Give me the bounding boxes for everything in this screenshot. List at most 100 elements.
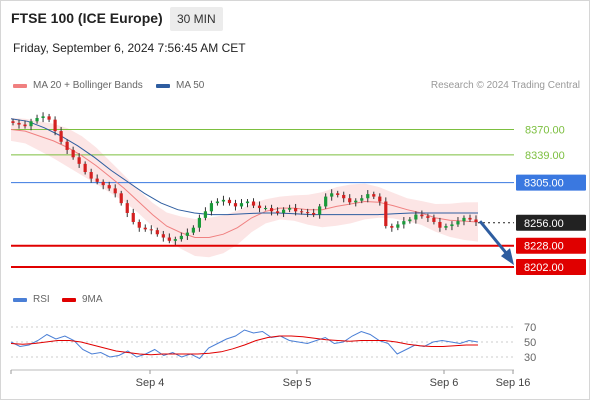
legend-ma20-label: MA 20 + Bollinger Bands (33, 80, 143, 91)
candle-body (354, 200, 358, 203)
candle-body (113, 188, 117, 194)
candle-body (233, 203, 238, 207)
candle-body (408, 219, 412, 222)
candle-body (336, 193, 340, 195)
legend-rsi: RSI (13, 294, 50, 305)
rsi-swatch (13, 297, 27, 302)
candle-body (318, 206, 322, 215)
projection-arrow-head (501, 248, 514, 266)
candle-body (251, 201, 256, 206)
candle-body (390, 226, 394, 228)
rsi-series-9MA (10, 335, 478, 356)
candle-body (221, 199, 226, 202)
candle-body (125, 203, 129, 213)
level-label-8202.00: 8202.00 (524, 262, 564, 274)
candle-body (432, 217, 436, 222)
timeframe-button[interactable]: 30 MIN (170, 7, 223, 31)
x-tick-label-Sep 4: Sep 4 (136, 377, 165, 389)
candle-body (89, 172, 93, 179)
candle-body (227, 199, 232, 204)
candle-body (306, 212, 310, 214)
candle-body (263, 208, 268, 210)
candle-body (83, 163, 87, 173)
candle-body (143, 227, 147, 230)
candle-body (101, 181, 105, 186)
candle-body (294, 208, 298, 212)
level-label-8370.00: 8370.00 (525, 124, 565, 136)
candle-body (137, 221, 141, 228)
candle-body (65, 141, 69, 150)
candle-body (41, 116, 45, 119)
level-label-8228.00: 8228.00 (524, 241, 564, 253)
candle-body (426, 216, 430, 218)
legend-ma50-label: MA 50 (176, 80, 205, 91)
candle-body (203, 211, 208, 218)
ma50-swatch (156, 83, 170, 88)
rsi-tick-30: 30 (524, 352, 536, 364)
level-box-8305.00 (516, 174, 586, 191)
projection-arrow-line (478, 220, 509, 256)
candle-body (29, 121, 33, 127)
candle-body (275, 211, 280, 213)
candle-body (155, 230, 159, 235)
rsi-tick-50: 50 (524, 337, 536, 349)
legend-ma20: MA 20 + Bollinger Bands (13, 80, 143, 91)
candle-body (179, 235, 183, 240)
candle-body (131, 212, 135, 222)
candle-body (119, 193, 123, 204)
candle-body (402, 221, 406, 225)
candle-body (366, 194, 370, 199)
rsi-tick-70: 70 (524, 322, 536, 334)
ma9-swatch (62, 297, 76, 302)
x-tick-label-Sep 16: Sep 16 (496, 377, 531, 389)
candle-body (95, 178, 99, 182)
candle-body (360, 198, 364, 201)
candle-body (330, 193, 334, 197)
ma20-line (10, 129, 479, 238)
candle-body (167, 237, 171, 241)
candle-body (372, 194, 376, 197)
candle-body (450, 224, 454, 227)
candle-body (185, 232, 189, 236)
candle-body (474, 219, 478, 222)
candle-body (468, 217, 472, 220)
candle-body (53, 119, 57, 132)
candle-body (438, 221, 442, 228)
candle-body (197, 217, 202, 228)
candle-body (17, 122, 21, 125)
candle-body (384, 201, 388, 227)
candle-body (11, 121, 15, 123)
candle-body (287, 208, 292, 210)
ma20-swatch (13, 83, 27, 88)
candle-body (456, 221, 460, 225)
candle-body (191, 227, 195, 233)
candle-body (420, 214, 424, 217)
candle-body (47, 116, 51, 120)
x-tick-label-Sep 6: Sep 6 (430, 377, 459, 389)
candle-body (281, 209, 286, 213)
bollinger-band (11, 118, 478, 258)
candle-body (396, 224, 400, 228)
candle-body (444, 226, 448, 228)
candle-body (161, 234, 165, 238)
candle-body (149, 229, 153, 231)
ma50-line (10, 118, 478, 216)
candle-body (245, 201, 250, 204)
legend-rsi-label: RSI (33, 294, 50, 305)
legend-ma50: MA 50 (156, 80, 204, 91)
candle-body (107, 185, 111, 189)
rsi-series-RSI (10, 329, 479, 360)
candle-body (342, 194, 346, 199)
page-title: FTSE 100 (ICE Europe) (11, 10, 163, 26)
level-box-8228.00 (516, 237, 586, 254)
x-tick-label-Sep 5: Sep 5 (283, 377, 312, 389)
candle-body (378, 196, 382, 202)
candle-body (414, 214, 418, 220)
candle-body (35, 118, 39, 122)
candle-body (269, 208, 274, 212)
timestamp: Friday, September 6, 2024 7:56:45 AM CET (13, 41, 246, 55)
level-label-8305.00: 8305.00 (524, 178, 564, 190)
candle-body (324, 196, 328, 207)
candle-body (300, 211, 304, 213)
